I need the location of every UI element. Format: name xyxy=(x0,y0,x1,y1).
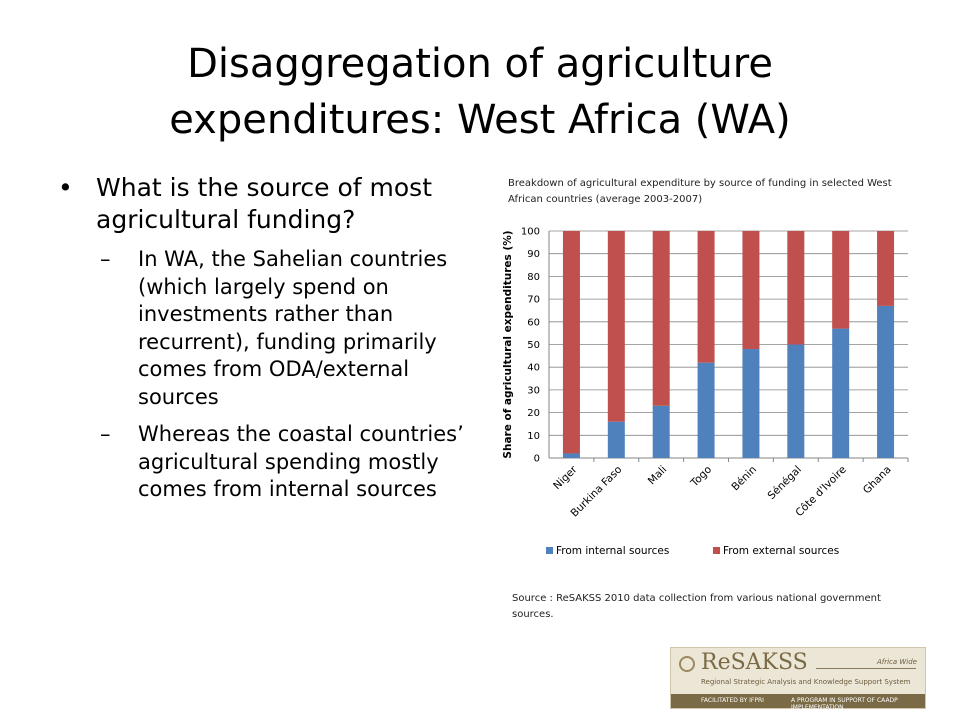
chart-caption: Breakdown of agricultural expenditure by… xyxy=(508,178,892,205)
logo-program: A PROGRAM IN SUPPORT OF CAADP IMPLEMENTA… xyxy=(791,697,898,711)
legend-swatch xyxy=(713,547,720,554)
x-tick-label: Mali xyxy=(646,464,670,488)
logo-bar: FACILITATED BY IFPRI A PROGRAM IN SUPPOR… xyxy=(671,694,925,711)
bullet-dot-icon: • xyxy=(58,173,73,202)
logo-mark-icon xyxy=(679,656,695,672)
logo-full-name: Regional Strategic Analysis and Knowledg… xyxy=(701,678,911,686)
y-tick-label: 30 xyxy=(527,385,540,396)
bar-segment xyxy=(742,349,760,458)
slide-title-line-2: expenditures: West Africa (WA) xyxy=(169,97,791,143)
bar-segment xyxy=(787,344,805,458)
sub-bullet-item: – In WA, the Sahelian countries (which l… xyxy=(58,246,468,411)
legend-label: From external sources xyxy=(723,545,839,557)
legend-swatch xyxy=(546,547,553,554)
x-tick-label: Bénin xyxy=(729,464,759,494)
y-tick-label: 90 xyxy=(527,249,540,260)
x-tick-label: Togo xyxy=(688,464,714,490)
bar-segment xyxy=(697,231,715,363)
y-tick-label: 20 xyxy=(527,408,540,419)
dash-icon: – xyxy=(100,422,111,446)
resakss-logo: ReSAKSS Africa Wide Regional Strategic A… xyxy=(670,647,926,711)
bar-segment xyxy=(877,231,895,306)
dash-icon: – xyxy=(100,247,111,271)
y-tick-label: 100 xyxy=(521,227,540,238)
bar-segment xyxy=(787,231,805,345)
y-tick-label: 80 xyxy=(527,272,540,283)
slide-title-line-1: Disaggregation of agriculture xyxy=(187,41,773,87)
bullet-item: • What is the source of most agricultura… xyxy=(58,172,468,236)
bar-segment xyxy=(607,421,625,458)
x-tick-label: Niger xyxy=(551,463,580,492)
bar-segment xyxy=(877,305,895,458)
logo-name: ReSAKSS xyxy=(701,650,808,675)
bar-segment xyxy=(562,231,580,454)
bar-segment xyxy=(832,231,850,329)
bar-segment xyxy=(832,328,850,458)
bar-segment xyxy=(562,453,580,458)
sub-bullet-text: In WA, the Sahelian countries (which lar… xyxy=(138,247,448,409)
bar-segment xyxy=(652,405,670,458)
y-tick-label: 10 xyxy=(527,431,540,442)
bar-segment xyxy=(697,362,715,458)
sub-bullet-text: Whereas the coastal countries’ agricultu… xyxy=(138,422,464,501)
legend-label: From internal sources xyxy=(556,545,669,557)
x-tick-label: Sénégal xyxy=(766,464,804,502)
logo-facilitated: FACILITATED BY IFPRI xyxy=(701,697,764,704)
y-tick-label: 40 xyxy=(527,363,540,374)
y-tick-label: 0 xyxy=(534,454,540,465)
bullet-list: • What is the source of most agricultura… xyxy=(58,172,468,504)
x-tick-label: Ghana xyxy=(861,464,894,497)
source-note: Source : ReSAKSS 2010 data collection fr… xyxy=(512,593,881,620)
slide-title: Disaggregation of agriculture expenditur… xyxy=(40,36,920,148)
y-tick-label: 70 xyxy=(527,295,540,306)
y-tick-label: 50 xyxy=(527,340,540,351)
y-axis-title: Share of agricultural expenditures (%) xyxy=(502,230,514,458)
sub-bullet-item: – Whereas the coastal countries’ agricul… xyxy=(58,421,468,504)
logo-divider xyxy=(816,668,916,669)
bullet-text: What is the source of most agricultural … xyxy=(96,173,433,234)
bar-segment xyxy=(652,231,670,406)
logo-region: Africa Wide xyxy=(876,658,917,666)
bar-segment xyxy=(742,231,760,350)
bar-segment xyxy=(607,231,625,422)
y-tick-label: 60 xyxy=(527,317,540,328)
